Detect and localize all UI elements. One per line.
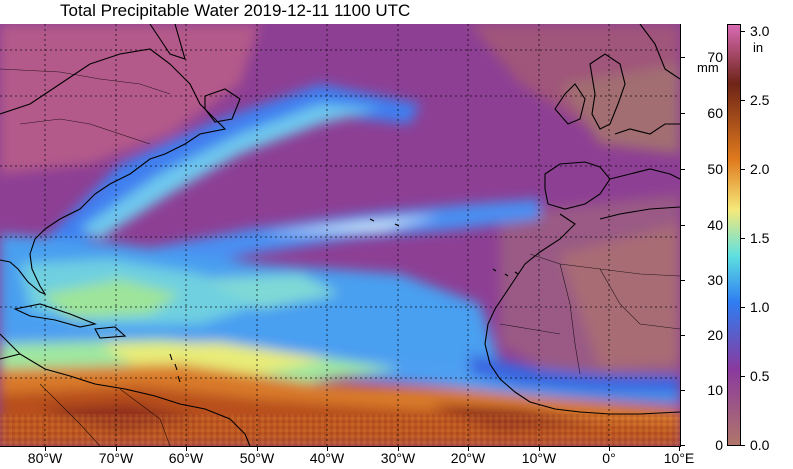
cb-tick [741,376,745,377]
cb-tick [741,31,745,32]
cb-tick [741,238,745,239]
cb-tick [741,307,745,308]
mm-label-50: 50 [707,161,723,177]
coastlines [0,24,680,446]
lon-label-60w: 60°W [168,450,204,466]
lon-label-0: 0° [602,450,616,466]
lat-tick [680,57,685,58]
in-unit-label: in [753,40,764,55]
lat-tick [680,335,685,336]
precipitable-water-map [0,24,681,447]
lon-label-20w: 20°W [450,450,486,466]
cb-label-3-0: 3.0 [750,23,770,39]
mm-label-0: 0 [715,437,723,453]
cb-tick [741,169,745,170]
cb-label-2-0: 2.0 [750,161,770,177]
lat-tick [680,445,685,446]
cb-label-1-5: 1.5 [750,230,770,246]
lon-label-30w: 30°W [380,450,416,466]
cb-tick [741,445,745,446]
lat-tick [680,113,685,114]
lon-label-10w: 10°W [521,450,557,466]
mm-label-70: 70 [707,49,723,65]
borders [0,68,680,446]
mm-unit-label: mm [697,60,719,75]
mm-label-60: 60 [707,105,723,121]
mm-label-10: 10 [707,382,723,398]
lon-tick [539,446,540,451]
lon-tick [116,446,117,451]
lon-label-70w: 70°W [98,450,134,466]
mm-label-20: 20 [707,327,723,343]
mm-label-40: 40 [707,217,723,233]
lon-tick [468,446,469,451]
map-canvas [0,24,680,446]
colorbar [727,24,741,446]
lat-tick [680,390,685,391]
chart-title: Total Precipitable Water 2019-12-11 1100… [60,1,411,20]
lat-tick [680,169,685,170]
lat-tick [680,225,685,226]
lon-tick [679,446,680,451]
graticule [0,24,680,446]
lon-tick [45,446,46,451]
mm-label-30: 30 [707,272,723,288]
lon-tick [398,446,399,451]
lon-tick [327,446,328,451]
cb-label-2-5: 2.5 [750,92,770,108]
lon-label-40w: 40°W [309,450,345,466]
cb-label-0-5: 0.5 [750,368,770,384]
lon-label-10e: 10°E [663,450,695,466]
cb-label-0: 0.0 [750,437,770,453]
cb-label-1-0: 1.0 [750,299,770,315]
lon-tick [609,446,610,451]
cb-tick [741,100,745,101]
lon-tick [257,446,258,451]
lat-tick [680,280,685,281]
lon-label-50w: 50°W [239,450,275,466]
lon-tick [186,446,187,451]
texture-south [0,414,680,446]
lon-label-80w: 80°W [27,450,63,466]
